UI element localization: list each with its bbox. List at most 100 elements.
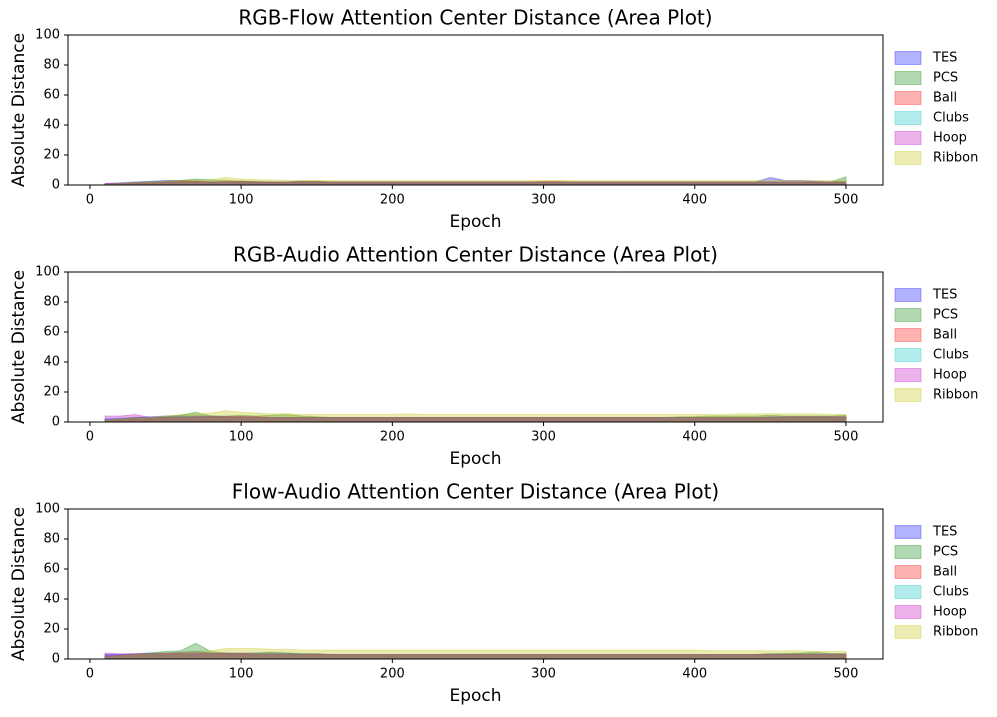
y-tick-label: 0 (52, 415, 60, 430)
x-tick-label: 400 (682, 667, 707, 682)
area (104, 176, 847, 186)
legend-label: PCS (933, 545, 958, 560)
x-tick-label: 0 (86, 430, 94, 445)
y-tick-label: 80 (43, 532, 60, 547)
area (104, 648, 847, 660)
x-tick-label: 200 (380, 193, 405, 208)
legend-swatch (894, 605, 922, 619)
legend-label: Hoop (933, 131, 967, 146)
area (104, 413, 847, 423)
x-tick-label: 400 (682, 193, 707, 208)
area (104, 410, 847, 423)
legend-swatch (894, 368, 922, 382)
y-tick-label: 100 (35, 502, 60, 517)
area (104, 416, 847, 423)
x-tick-label: 300 (531, 667, 556, 682)
legend-label: Hoop (933, 368, 967, 383)
x-axis-label: Epoch (449, 686, 501, 706)
area (104, 650, 847, 660)
y-tick-label: 80 (43, 58, 60, 73)
x-tick-label: 300 (531, 430, 556, 445)
legend-label: Ribbon (933, 388, 978, 403)
legend-swatch (894, 51, 922, 65)
legend-label: TES (932, 51, 957, 66)
y-tick-label: 100 (35, 28, 60, 43)
y-tick-label: 0 (52, 178, 60, 193)
y-tick-label: 40 (43, 118, 60, 133)
legend-label: Hoop (933, 605, 967, 620)
legend-label: PCS (933, 308, 958, 323)
x-tick-label: 100 (229, 193, 254, 208)
legend-label: Clubs (933, 348, 969, 363)
legend-swatch (894, 71, 922, 85)
x-tick-label: 500 (834, 430, 859, 445)
y-tick-label: 60 (43, 325, 60, 340)
area (104, 417, 847, 423)
area (104, 653, 847, 660)
area (104, 415, 847, 423)
legend-label: Ribbon (933, 625, 978, 640)
y-tick-label: 40 (43, 355, 60, 370)
legend-swatch (894, 131, 922, 145)
y-axis-label: Absolute Distance (9, 33, 29, 187)
area (104, 180, 847, 186)
x-tick-label: 100 (229, 667, 254, 682)
y-tick-label: 100 (35, 265, 60, 280)
area (104, 652, 847, 660)
axes-frame (67, 34, 884, 186)
y-axis-label: Absolute Distance (9, 507, 29, 661)
x-tick-label: 400 (682, 430, 707, 445)
legend-swatch (894, 585, 922, 599)
y-tick-label: 20 (43, 385, 60, 400)
legend-label: PCS (933, 71, 958, 86)
legend-label: Ribbon (933, 151, 978, 166)
area (104, 642, 847, 660)
legend-swatch (894, 625, 922, 639)
area (104, 181, 847, 186)
y-tick-label: 20 (43, 622, 60, 637)
legend-swatch (894, 388, 922, 402)
y-tick-label: 20 (43, 148, 60, 163)
chart-title: Flow-Audio Attention Center Distance (Ar… (232, 480, 719, 504)
x-tick-label: 500 (834, 193, 859, 208)
legend-label: TES (932, 288, 957, 303)
legend-swatch (894, 565, 922, 579)
legend-label: Clubs (933, 111, 969, 126)
area (104, 411, 847, 423)
area (104, 181, 847, 186)
legend-swatch (894, 111, 922, 125)
legend-swatch (894, 308, 922, 322)
x-axis-label: Epoch (449, 449, 501, 469)
x-tick-label: 200 (380, 430, 405, 445)
x-tick-label: 500 (834, 667, 859, 682)
x-tick-label: 100 (229, 430, 254, 445)
area (104, 654, 847, 660)
x-tick-label: 0 (86, 193, 94, 208)
area (104, 176, 847, 186)
legend-label: Ball (933, 565, 957, 580)
y-tick-label: 0 (52, 652, 60, 667)
y-tick-label: 60 (43, 88, 60, 103)
legend-swatch (894, 525, 922, 539)
y-axis-label: Absolute Distance (9, 270, 29, 424)
area (104, 176, 847, 186)
chart-title: RGB-Flow Attention Center Distance (Area… (238, 6, 712, 30)
legend-swatch (894, 348, 922, 362)
legend-swatch (894, 545, 922, 559)
chart-title: RGB-Audio Attention Center Distance (Are… (233, 243, 718, 267)
legend-swatch (894, 151, 922, 165)
legend-swatch (894, 288, 922, 302)
legend-swatch (894, 328, 922, 342)
x-tick-label: 300 (531, 193, 556, 208)
axes-frame (67, 508, 884, 660)
legend-label: Ball (933, 91, 957, 106)
y-tick-label: 60 (43, 562, 60, 577)
x-tick-label: 0 (86, 667, 94, 682)
y-tick-label: 40 (43, 592, 60, 607)
legend-swatch (894, 91, 922, 105)
axes-frame (67, 271, 884, 423)
x-axis-label: Epoch (449, 212, 501, 232)
x-tick-label: 200 (380, 667, 405, 682)
legend-label: Clubs (933, 585, 969, 600)
